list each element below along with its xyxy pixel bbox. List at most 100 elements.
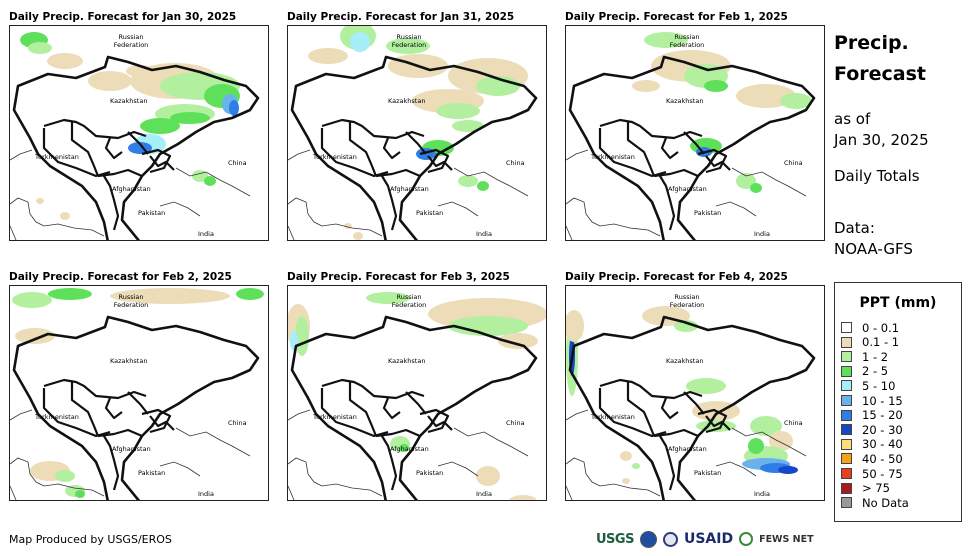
label-china: China [228,159,247,167]
map-credit: Map Produced by USGS/EROS [9,533,172,546]
precip-area [632,80,660,92]
precip-area [674,320,698,332]
legend-row: 20 - 30 [841,423,903,437]
label-russian-federation: Russian Federation [391,33,427,49]
as-of-date: as of Jan 30, 2025 [834,110,929,149]
precip-areas [288,292,546,500]
precip-area [566,310,584,342]
forecast-title: Precip. Forecast [834,32,926,85]
precip-area [308,48,348,64]
label-china: China [506,419,525,427]
coastline-border [175,427,251,457]
usgs-logo: USGS [596,531,634,547]
country-border [653,428,699,438]
coastline-border [288,409,311,421]
panel-title-6: Daily Precip. Forecast for Feb 4, 2025 [565,271,788,283]
precip-area [47,53,83,69]
label-china: China [784,159,803,167]
noaa-logo-icon [639,530,657,548]
precip-area [110,288,230,304]
precip-area [12,292,52,308]
label-russian-federation: Russian Federation [669,33,705,49]
precip-areas [632,32,812,193]
country-border [382,397,401,420]
precip-area [477,181,489,191]
fews-net-icon [739,532,754,546]
data-source: Data: NOAA-GFS [834,219,913,258]
legend-label: 15 - 20 [862,408,903,423]
legend-title: PPT (mm) [859,295,937,311]
region-outline [12,55,260,240]
label-turkmenistan: Turkmenistan [35,413,79,421]
legend-label: 1 - 2 [862,349,889,364]
precip-area [458,175,478,187]
precip-map-svg [566,32,816,240]
precip-area [75,490,85,498]
legend-swatch [841,453,852,465]
coastline-border [715,201,757,217]
country-border [103,175,120,231]
map-panel-jan30: Russian Federation Kazakhstan Turkmenist… [9,25,269,241]
country-border [653,168,699,178]
coastline-border [10,457,105,497]
coastline-border [453,427,529,457]
country-border [141,148,172,174]
coastline-border [159,461,201,477]
label-kazakhstan: Kazakhstan [666,97,704,105]
country-border [626,122,656,177]
coastline-border [437,461,479,477]
label-kazakhstan: Kazakhstan [388,97,426,105]
coastline-border [566,149,589,161]
map-panel-jan31: Russian Federation Kazakhstan Turkmenist… [287,25,547,241]
precip-map-svg [10,32,260,240]
country-border [382,137,401,160]
label-kazakhstan: Kazakhstan [110,97,148,105]
coastline-border [566,457,661,497]
label-turkmenistan: Turkmenistan [591,153,635,161]
legend-swatch [841,395,852,406]
precip-area [60,212,70,220]
country-border [127,391,149,415]
legend-label: 50 - 75 [862,466,903,481]
country-border [419,408,450,434]
legend-label: 10 - 15 [862,393,903,408]
country-border [660,397,679,420]
coastline-border [566,225,573,240]
precip-area [15,328,55,344]
legend-row: 0.1 - 1 [841,335,899,349]
label-india: India [476,230,492,238]
legend-swatch [841,424,852,436]
country-border [104,137,123,160]
legend-row: 1 - 2 [841,349,889,364]
coastline-border [437,201,479,217]
legend-swatch [841,468,852,479]
panel-title-3: Daily Precip. Forecast for Feb 1, 2025 [565,11,788,23]
country-border [321,378,425,400]
precip-area [704,80,728,92]
label-china: China [784,419,803,427]
panel-title-2: Daily Precip. Forecast for Jan 31, 2025 [287,11,515,23]
legend-row: > 75 [841,481,890,495]
country-border [375,428,421,438]
precip-area [36,198,44,204]
label-turkmenistan: Turkmenistan [313,413,357,421]
country-border [141,408,172,434]
label-russian-federation: Russian Federation [391,293,427,309]
label-turkmenistan: Turkmenistan [313,153,357,161]
precip-area [452,120,484,132]
legend-swatch [841,482,852,494]
precip-area [88,71,132,91]
precip-area [748,438,764,454]
label-afghanistan: Afghanistan [390,445,429,453]
coastline-border [715,461,757,477]
country-border [697,408,728,434]
country-border [375,168,421,178]
legend-row: 30 - 40 [841,437,903,451]
country-border [321,118,425,140]
precip-areas [12,288,264,498]
region-outline [290,315,538,500]
country-border [70,382,100,437]
coastline-border [10,149,33,161]
label-kazakhstan: Kazakhstan [388,357,426,365]
